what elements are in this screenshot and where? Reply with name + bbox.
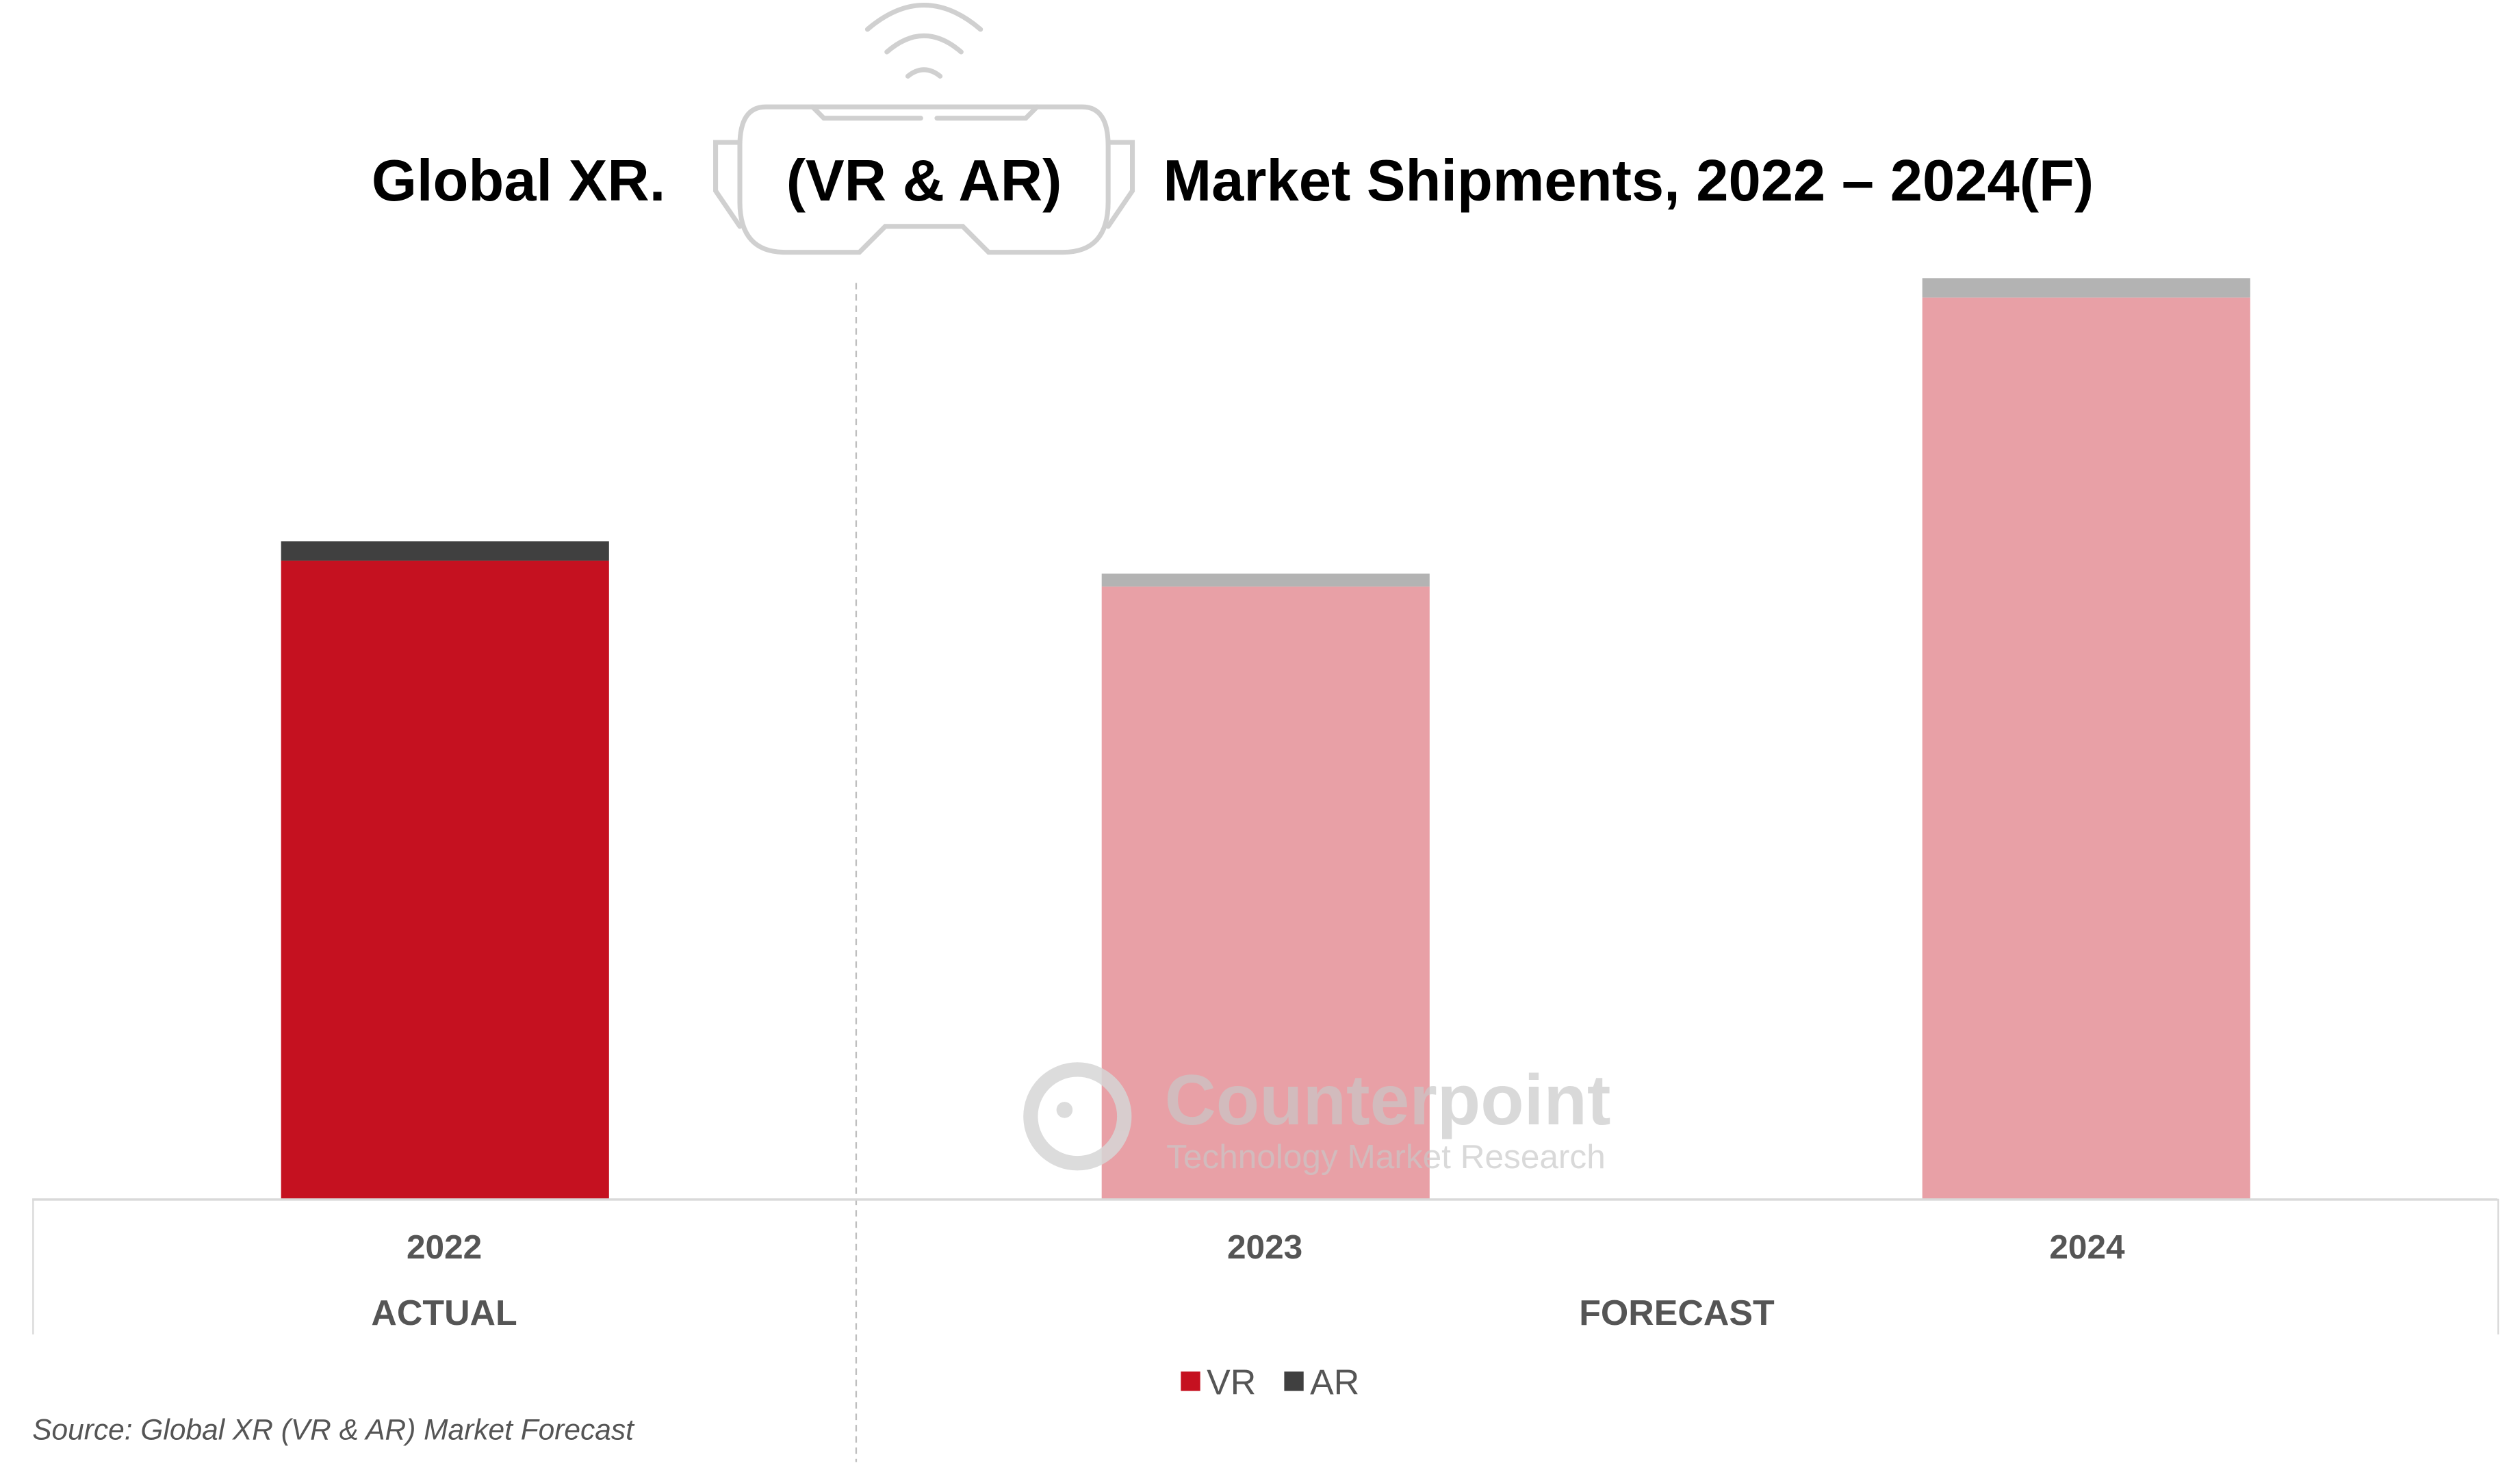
watermark-brand: Counterpoint <box>1165 1061 1611 1140</box>
source-note: Source: Global XR (VR & AR) Market Forec… <box>32 1414 635 1446</box>
vr-headset-icon <box>713 3 1135 255</box>
bar-vr-2022 <box>281 560 609 1199</box>
legend-label-vr: VR <box>1207 1363 1256 1402</box>
bar-vr-2023 <box>1101 586 1430 1199</box>
chart-title-part-2: (VR & AR) <box>786 149 1062 214</box>
watermark-tagline: Technology Market Research <box>1166 1137 1606 1176</box>
x-tick-label-2023: 2023 <box>1227 1228 1302 1266</box>
chart-title-part-1: Global XR. <box>372 149 666 214</box>
bar-ar-2024 <box>1922 278 2250 298</box>
bar-ar-2022 <box>281 541 609 561</box>
counterpoint-watermark: Counterpoint Technology Market Research <box>1023 1061 1611 1176</box>
legend-swatch-vr <box>1181 1371 1200 1391</box>
x-tick-label-2024: 2024 <box>2049 1228 2125 1266</box>
group-label-actual: ACTUAL <box>371 1293 517 1333</box>
x-tick-label-2022: 2022 <box>407 1228 482 1266</box>
chart-title-part-3: Market Shipments, 2022 – 2024(F) <box>1163 149 2094 214</box>
bar-ar-2023 <box>1101 573 1430 587</box>
group-label-forecast: FORECAST <box>1579 1293 1775 1333</box>
legend: VR AR <box>1181 1363 1359 1402</box>
bar-vr-2024 <box>1922 297 2250 1199</box>
legend-swatch-ar <box>1284 1371 1304 1391</box>
legend-label-ar: AR <box>1310 1363 1359 1402</box>
